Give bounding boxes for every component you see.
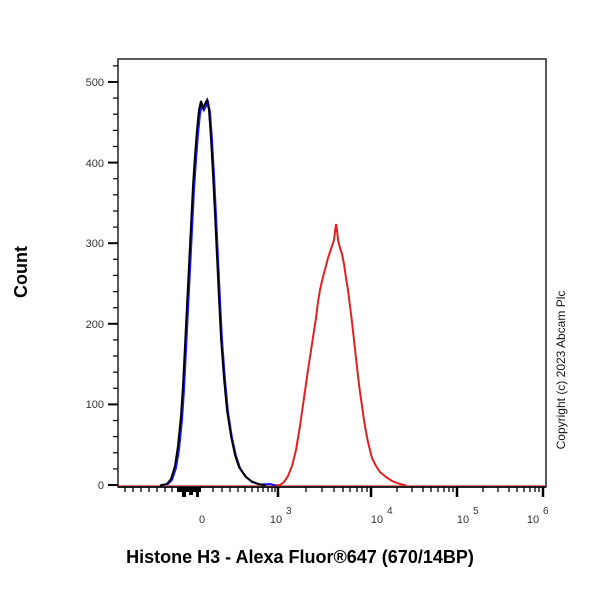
y-tick-100: 100 — [86, 399, 104, 411]
y-axis-label: Count — [11, 246, 31, 298]
unstained-histogram — [159, 96, 267, 487]
x-tick-1e4-base: 10 — [371, 514, 383, 526]
y-tick-400: 400 — [86, 158, 104, 170]
y-tick-labels: 0 100 200 300 400 500 — [86, 77, 104, 492]
y-tick-0: 0 — [98, 480, 104, 492]
x-tick-labels: 0 10 3 10 4 10 5 10 6 — [199, 506, 549, 526]
x-tick-1e6-exp: 6 — [543, 506, 549, 517]
x-tick-1e4-exp: 4 — [387, 506, 393, 517]
y-tick-500: 500 — [86, 77, 104, 89]
x-tick-1e3-base: 10 — [270, 514, 282, 526]
stained-histogram — [271, 223, 407, 487]
x-axis-label: Histone H3 - Alexa Fluor®647 (670/14BP) — [126, 547, 474, 567]
y-tick-200: 200 — [86, 319, 104, 331]
x-tick-1e5-base: 10 — [457, 514, 469, 526]
copyright-notice: Copyright (c) 2023 Abcam Plc — [554, 291, 568, 450]
x-tick-1e3-exp: 3 — [286, 506, 292, 517]
y-axis — [108, 65, 118, 486]
y-tick-300: 300 — [86, 238, 104, 250]
x-tick-1e5-exp: 5 — [473, 506, 479, 517]
x-tick-1e6-base: 10 — [527, 514, 539, 526]
x-axis — [118, 486, 546, 497]
x-tick-0: 0 — [199, 514, 205, 526]
